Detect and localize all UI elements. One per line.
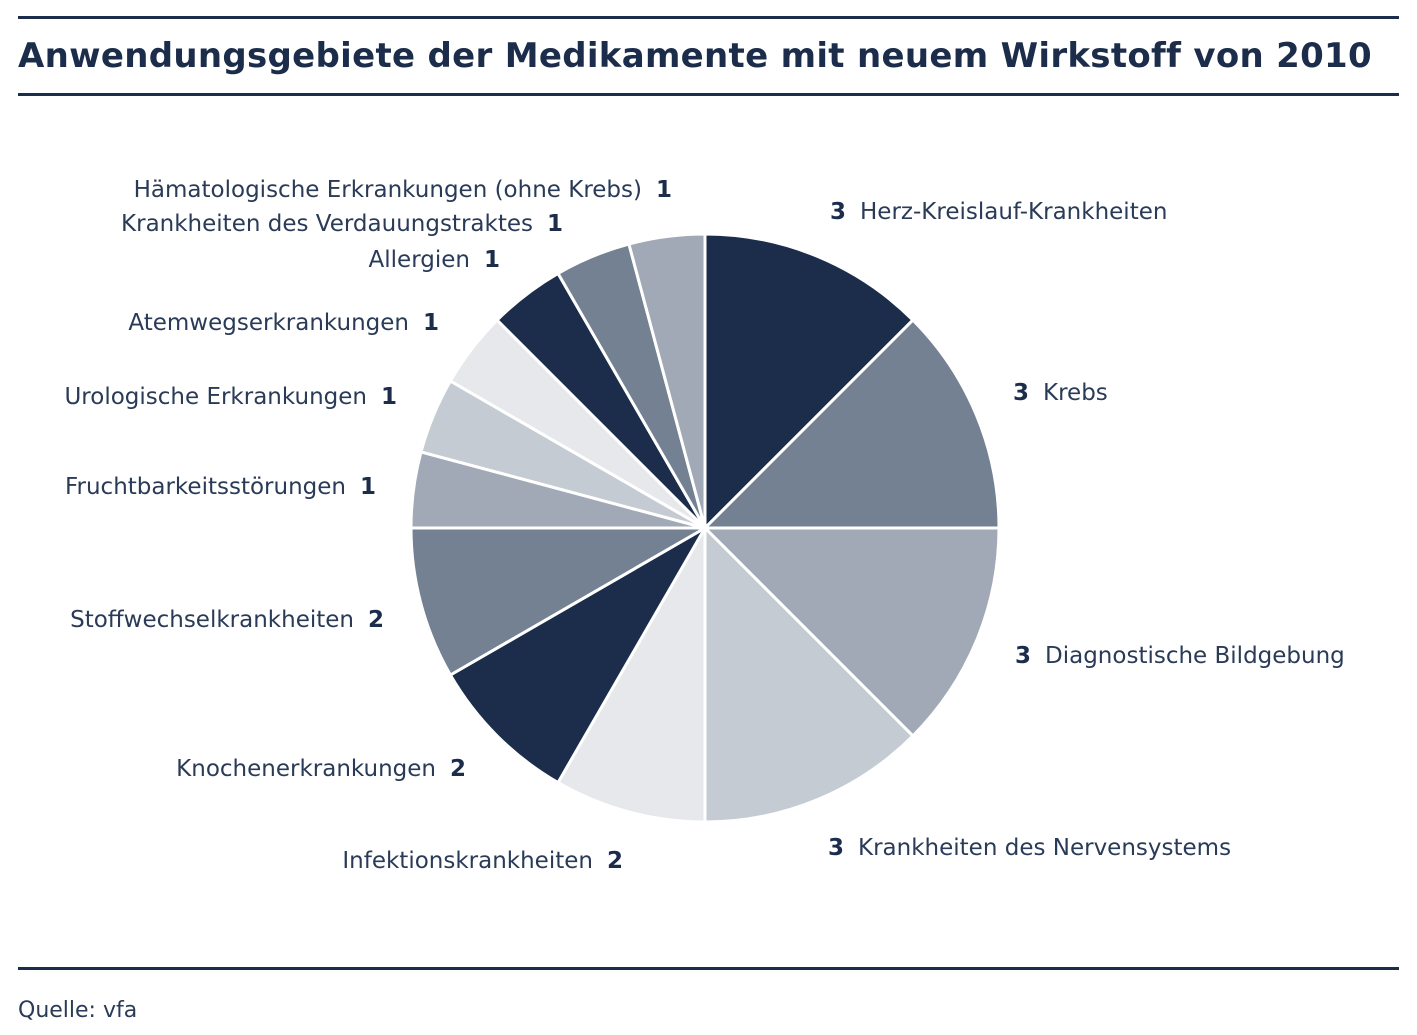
pie-slice-6 <box>448 526 707 785</box>
slice-value: 1 <box>547 211 563 237</box>
pie-slice-4 <box>703 526 915 824</box>
slice-value: 1 <box>381 384 397 410</box>
pie-slice-2 <box>703 318 1001 530</box>
slice-label-1: 3 Herz-Kreislauf-Krankheiten <box>830 199 1167 225</box>
slice-name: Stoffwechselkrankheiten <box>70 607 354 633</box>
pie-slice-3 <box>703 526 1001 738</box>
source-note: Quelle: vfa <box>18 998 138 1023</box>
slice-value: 2 <box>450 756 466 782</box>
pie-slice-5 <box>556 526 707 824</box>
slice-labels: 3 Herz-Kreislauf-Krankheiten 3 Krebs 3 Diagno… <box>64 177 1344 874</box>
top-rule <box>18 16 1399 19</box>
slice-value: 2 <box>368 607 384 633</box>
slice-label-10: Atemwegserkrankungen 1 <box>128 310 439 336</box>
slice-label-8: Fruchtbarkeitsstörungen 1 <box>65 474 376 500</box>
slice-value: 1 <box>423 310 439 336</box>
slice-name: Krankheiten des Nervensystems <box>858 835 1231 861</box>
slice-name: Krankheiten des Verdauungstraktes <box>121 211 533 237</box>
slice-label-11: Allergien 1 <box>369 247 500 273</box>
slice-label-7: Stoffwechselkrankheiten 2 <box>70 607 384 633</box>
pie-slice-13 <box>627 232 707 530</box>
slice-label-6: Knochenerkrankungen 2 <box>176 756 466 782</box>
slice-label-9: Urologische Erkrankungen 1 <box>64 384 397 410</box>
chart-title: Anwendungsgebiete der Medikamente mit ne… <box>18 36 1372 76</box>
slice-name: Diagnostische Bildgebung <box>1045 643 1345 669</box>
slice-value: 3 <box>828 835 844 861</box>
title-underline-rule <box>18 93 1399 96</box>
slice-label-12: Krankheiten des Verdauungstraktes 1 <box>121 211 563 237</box>
slice-label-4: 3 Krankheiten des Nervensystems <box>828 835 1231 861</box>
slice-label-3: 3 Diagnostische Bildgebung <box>1015 643 1345 669</box>
slice-name: Krebs <box>1043 380 1108 406</box>
slice-value: 3 <box>1013 380 1029 406</box>
slice-value: 3 <box>830 199 846 225</box>
slice-name: Infektionskrankheiten <box>342 848 593 874</box>
slice-label-13: Hämatologische Erkrankungen (ohne Krebs)… <box>134 177 672 203</box>
slice-name: Atemwegserkrankungen <box>128 310 409 336</box>
pie-slice-7 <box>409 526 707 677</box>
slice-value: 1 <box>360 474 376 500</box>
slice-value: 1 <box>656 177 672 203</box>
slice-name: Urologische Erkrankungen <box>64 384 367 410</box>
slice-name: Knochenerkrankungen <box>176 756 436 782</box>
slice-name: Herz-Kreislauf-Krankheiten <box>860 199 1167 225</box>
pie-slice-1 <box>703 232 915 530</box>
slice-value: 3 <box>1015 643 1031 669</box>
slice-label-2: 3 Krebs <box>1013 380 1108 406</box>
slice-value: 2 <box>607 848 623 874</box>
pie-slices <box>409 232 1001 824</box>
slice-name: Fruchtbarkeitsstörungen <box>65 474 346 500</box>
slice-value: 1 <box>484 247 500 273</box>
slice-name: Allergien <box>369 247 470 273</box>
bottom-rule <box>18 967 1399 970</box>
slice-label-5: Infektionskrankheiten 2 <box>342 848 623 874</box>
slice-name: Hämatologische Erkrankungen (ohne Krebs) <box>134 177 642 203</box>
